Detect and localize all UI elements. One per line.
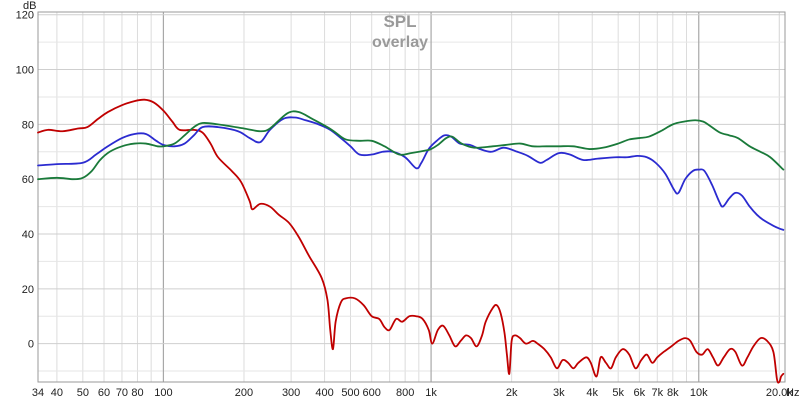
y-tick-label: 0 — [28, 339, 34, 351]
x-tick-label: 60 — [98, 387, 110, 399]
x-tick-label: 34 — [32, 387, 44, 399]
x-tick-label: 40 — [51, 387, 63, 399]
chart-subtitle: overlay — [372, 34, 428, 51]
x-tick-label: 20.0k — [766, 387, 793, 399]
x-tick-label: 300 — [282, 387, 300, 399]
x-tick-label: 4k — [586, 387, 598, 399]
series-line-1 — [37, 98, 785, 384]
x-tick-label: 5k — [612, 387, 624, 399]
plot-frame — [37, 11, 786, 383]
x-tick-label: 6k — [634, 387, 646, 399]
y-tick-label: 20 — [22, 284, 34, 296]
chart-title: SPL — [383, 12, 416, 31]
x-tick-label: 8k — [667, 387, 679, 399]
y-tick-label: 60 — [22, 174, 34, 186]
x-tick-label: 80 — [131, 387, 143, 399]
minor-grid — [38, 12, 785, 382]
y-tick-label: 120 — [16, 10, 34, 22]
x-tick-label: 10k — [690, 387, 708, 399]
x-tick-label: 200 — [235, 387, 253, 399]
y-axis-label: dB — [23, 0, 36, 12]
x-tick-label: 100 — [154, 387, 172, 399]
x-tick-label: 600 — [363, 387, 381, 399]
y-tick-label: 40 — [22, 229, 34, 241]
plot-area — [38, 12, 785, 382]
x-axis-label: Hz — [786, 387, 799, 399]
x-tick-label: 1k — [425, 387, 437, 399]
x-tick-label: 2k — [506, 387, 518, 399]
y-axis-ticks: 0 20 40 60 80 100 120 — [16, 10, 34, 351]
x-tick-label: 500 — [341, 387, 359, 399]
x-axis-ticks: 34 40 50 60 70 80 100 200 300 400 500 600 800 1k 2k 3k 4… — [32, 387, 793, 399]
series-line-3 — [37, 110, 785, 181]
x-tick-label: 50 — [77, 387, 89, 399]
x-tick-label: 400 — [315, 387, 333, 399]
x-tick-label: 7k — [651, 387, 663, 399]
series-line-2 — [37, 116, 785, 231]
series-layer — [37, 98, 785, 384]
y-tick-label: 80 — [22, 119, 34, 131]
x-tick-label: 70 — [116, 387, 128, 399]
y-tick-label: 100 — [16, 65, 34, 77]
x-tick-label: 3k — [553, 387, 565, 399]
major-grid — [38, 12, 785, 382]
x-tick-label: 800 — [396, 387, 414, 399]
